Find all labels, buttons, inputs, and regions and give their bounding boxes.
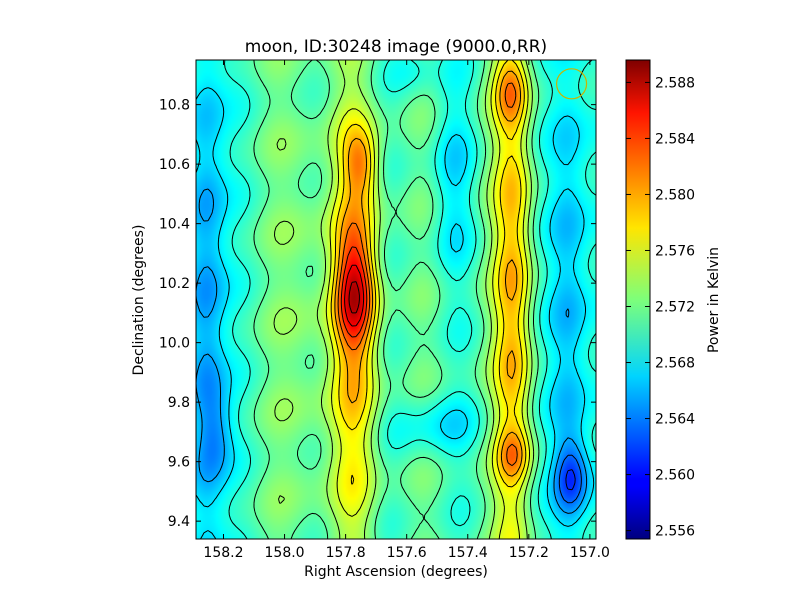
y-axis-ticks: 9.4 9.6 9.8 10.0 10.2 10.4 10.6 10.8 [159,98,596,530]
colorbar-tick-label: 2.568 [655,356,695,372]
contour-lines [196,60,596,539]
x-tick-label: 157.8 [326,545,366,561]
colorbar-label: Power in Kelvin [706,247,722,353]
y-tick-label: 10.0 [159,336,190,352]
y-tick-label: 9.6 [168,455,190,471]
colorbar-tick-label: 2.580 [655,187,695,203]
colorbar-tick-label: 2.564 [655,412,695,428]
y-tick-label: 10.2 [159,276,190,292]
x-tick-label: 158.2 [203,545,243,561]
colorbar-tick-label: 2.576 [655,243,695,259]
colorbar-ticks: 2.556 2.560 2.564 2.568 2.572 2.576 2.580 2.584… [626,75,695,540]
y-tick-label: 10.4 [159,217,190,233]
x-axis-ticks: 158.2 158.0 157.8 157.6 157.4 157.2 157.0 [203,60,610,561]
x-tick-label: 157.4 [448,545,488,561]
x-axis-label: Right Ascension (degrees) [304,564,488,580]
x-tick-label: 157.2 [509,545,549,561]
plot-frame [195,59,597,540]
x-tick-label: 157.6 [387,545,427,561]
x-tick-label: 157.0 [570,545,610,561]
y-axis-label: Declination (degrees) [131,225,147,376]
heatmap-area [196,60,596,539]
colorbar-tick-label: 2.584 [655,131,695,147]
x-tick-label: 158.0 [265,545,305,561]
contour-path [196,60,596,539]
colorbar-tick-label: 2.588 [655,75,695,91]
beam-circle [555,68,588,100]
colorbar-tick-label: 2.572 [655,300,695,316]
chart-title: moon, ID:30248 image (9000.0,RR) [245,37,547,57]
colorbar-tick-label: 2.556 [655,524,695,540]
y-tick-label: 9.4 [168,514,190,530]
y-tick-label: 10.6 [159,157,190,173]
colorbar-tick-label: 2.560 [655,468,695,484]
y-tick-label: 10.8 [159,98,190,114]
y-tick-label: 9.8 [168,395,190,411]
colorbar [625,59,651,540]
heatmap-image [196,60,596,539]
